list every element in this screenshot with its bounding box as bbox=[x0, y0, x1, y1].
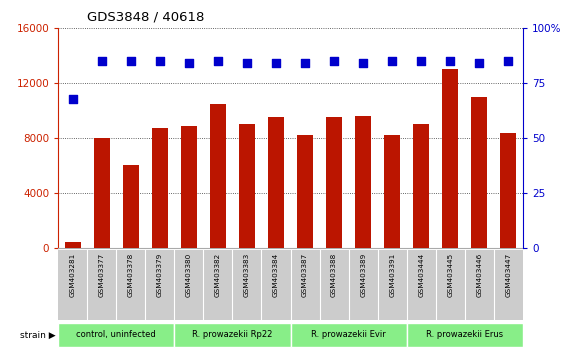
Bar bbox=[181, 126, 197, 248]
Point bbox=[97, 58, 106, 64]
Point bbox=[358, 61, 368, 66]
Bar bbox=[326, 118, 342, 248]
Bar bbox=[239, 124, 255, 248]
Point bbox=[417, 58, 426, 64]
Text: GSM403389: GSM403389 bbox=[360, 253, 366, 297]
Bar bbox=[123, 165, 139, 248]
Bar bbox=[94, 138, 110, 248]
Point bbox=[242, 61, 252, 66]
Point bbox=[68, 96, 77, 101]
Bar bbox=[58, 324, 174, 347]
Bar bbox=[290, 324, 407, 347]
Bar bbox=[297, 135, 313, 248]
Point bbox=[329, 58, 339, 64]
Bar bbox=[500, 132, 517, 248]
Text: R. prowazekii Evir: R. prowazekii Evir bbox=[311, 330, 386, 339]
Text: control, uninfected: control, uninfected bbox=[76, 330, 156, 339]
Bar bbox=[152, 129, 168, 248]
Bar bbox=[413, 124, 429, 248]
Text: GSM403379: GSM403379 bbox=[157, 253, 163, 297]
Bar bbox=[174, 324, 290, 347]
Bar bbox=[64, 242, 81, 248]
Text: GSM403391: GSM403391 bbox=[389, 253, 395, 297]
Bar bbox=[442, 69, 458, 248]
Text: GDS3848 / 40618: GDS3848 / 40618 bbox=[87, 11, 205, 24]
Point bbox=[213, 58, 223, 64]
Text: GSM403445: GSM403445 bbox=[447, 253, 453, 297]
Text: GSM403446: GSM403446 bbox=[476, 253, 482, 297]
Text: GSM403387: GSM403387 bbox=[302, 253, 308, 297]
Text: GSM403382: GSM403382 bbox=[215, 253, 221, 297]
Text: GSM403444: GSM403444 bbox=[418, 253, 424, 297]
Point bbox=[388, 58, 397, 64]
Point bbox=[271, 61, 281, 66]
Text: GSM403447: GSM403447 bbox=[505, 253, 511, 297]
Text: GSM403388: GSM403388 bbox=[331, 253, 337, 297]
Text: GSM403377: GSM403377 bbox=[99, 253, 105, 297]
Point bbox=[504, 58, 513, 64]
Text: GSM403380: GSM403380 bbox=[186, 253, 192, 297]
Text: GSM403281: GSM403281 bbox=[70, 253, 76, 297]
Point bbox=[126, 58, 135, 64]
Point bbox=[300, 61, 310, 66]
Bar bbox=[268, 118, 284, 248]
Point bbox=[184, 61, 193, 66]
Text: R. prowazekii Erus: R. prowazekii Erus bbox=[426, 330, 503, 339]
Text: GSM403384: GSM403384 bbox=[273, 253, 279, 297]
Text: GSM403383: GSM403383 bbox=[244, 253, 250, 297]
Point bbox=[475, 61, 484, 66]
Bar bbox=[471, 97, 487, 248]
Bar bbox=[407, 324, 523, 347]
Text: GSM403378: GSM403378 bbox=[128, 253, 134, 297]
Bar bbox=[384, 135, 400, 248]
Text: strain ▶: strain ▶ bbox=[20, 331, 55, 340]
Bar bbox=[210, 104, 226, 248]
Bar bbox=[355, 116, 371, 248]
Point bbox=[155, 58, 164, 64]
Text: R. prowazekii Rp22: R. prowazekii Rp22 bbox=[192, 330, 272, 339]
Point bbox=[446, 58, 455, 64]
